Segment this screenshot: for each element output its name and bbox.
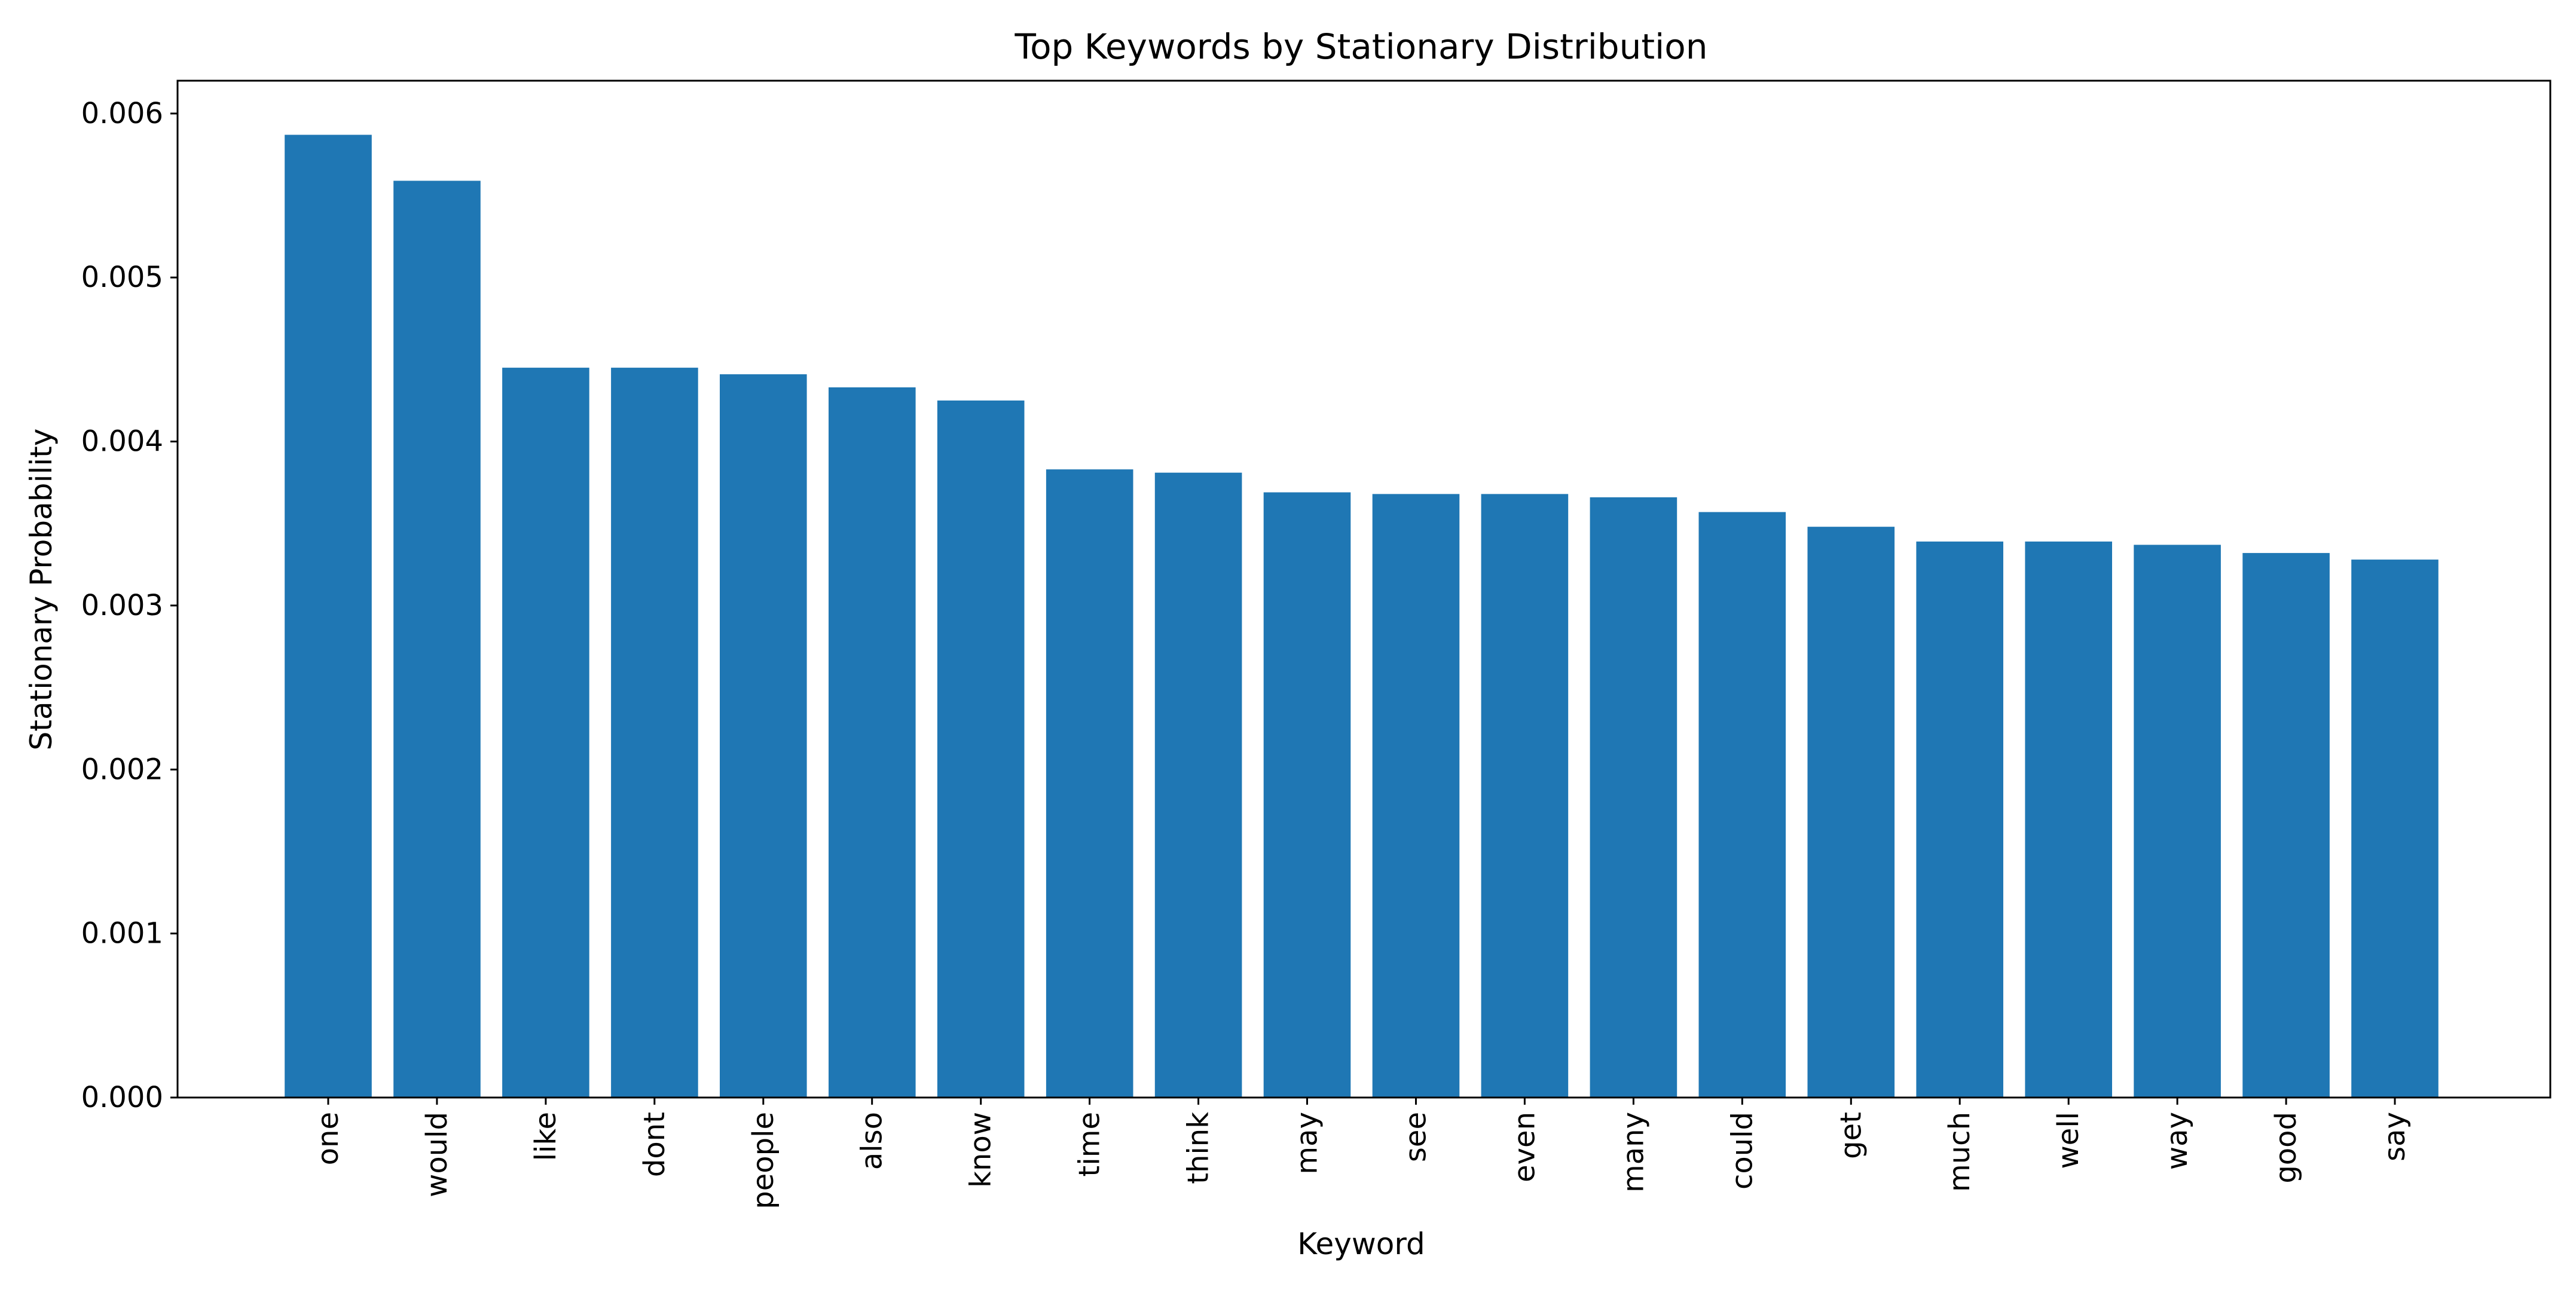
x-tick-label: well <box>2052 1112 2085 1169</box>
x-tick-label: say <box>2378 1112 2412 1161</box>
bar-think <box>1154 472 1242 1098</box>
bar-people <box>720 374 807 1098</box>
x-tick-label: time <box>1073 1112 1107 1176</box>
bar-also <box>829 387 916 1098</box>
y-tick-label: 0.004 <box>81 425 163 458</box>
x-tick-label: would <box>420 1112 454 1197</box>
x-tick-label: people <box>747 1112 780 1209</box>
bar-could <box>1698 512 1786 1098</box>
y-tick-label: 0.002 <box>81 753 163 786</box>
bars-layer <box>285 135 2439 1098</box>
bar-good <box>2242 553 2330 1098</box>
x-axis-label: Keyword <box>1297 1227 1425 1261</box>
y-axis: 0.000 0.001 0.002 0.003 0.004 0.005 0.006 <box>81 97 178 1114</box>
bar-well <box>2025 541 2112 1098</box>
bar-get <box>1807 527 1895 1098</box>
x-tick-label: see <box>1399 1112 1433 1162</box>
x-tick-label: much <box>1943 1112 1976 1192</box>
bar-would <box>393 181 481 1098</box>
y-tick-label: 0.005 <box>81 261 163 294</box>
x-tick-label: good <box>2269 1112 2303 1184</box>
x-tick-label: one <box>311 1112 345 1165</box>
bar-time <box>1046 469 1133 1098</box>
y-axis-label: Stationary Probability <box>24 429 59 751</box>
x-tick-label: dont <box>638 1112 671 1177</box>
x-tick-label: many <box>1617 1112 1650 1193</box>
bar-know <box>937 401 1025 1098</box>
bar-say <box>2351 560 2439 1098</box>
plot-frame <box>176 80 2551 1099</box>
y-tick-label: 0.001 <box>81 917 163 950</box>
x-tick-label: even <box>1508 1112 1541 1182</box>
bar-much <box>1916 541 2003 1098</box>
bar-like <box>502 368 589 1098</box>
x-tick-label: may <box>1291 1112 1324 1175</box>
x-tick-label: like <box>529 1112 563 1161</box>
x-tick-label: also <box>855 1112 889 1170</box>
bar-see <box>1372 494 1460 1098</box>
x-tick-label: could <box>1725 1112 1759 1190</box>
x-tick-label: way <box>2161 1112 2194 1170</box>
bar-dont <box>611 368 698 1098</box>
x-tick-label: get <box>1834 1112 1868 1159</box>
bar-may <box>1263 492 1351 1098</box>
y-tick-label: 0.000 <box>81 1081 163 1114</box>
bar-even <box>1481 494 1569 1098</box>
bar-way <box>2134 545 2221 1098</box>
x-tick-label: know <box>964 1112 998 1188</box>
bar-many <box>1590 497 1677 1098</box>
bar-one <box>285 135 372 1098</box>
x-tick-label: think <box>1182 1112 1215 1184</box>
y-tick-label: 0.003 <box>81 589 163 622</box>
y-tick-label: 0.006 <box>81 97 163 130</box>
chart-title: Top Keywords by Stationary Distribution <box>1014 26 1708 67</box>
x-axis: one would like dont people also know time think m… <box>311 1098 2412 1209</box>
